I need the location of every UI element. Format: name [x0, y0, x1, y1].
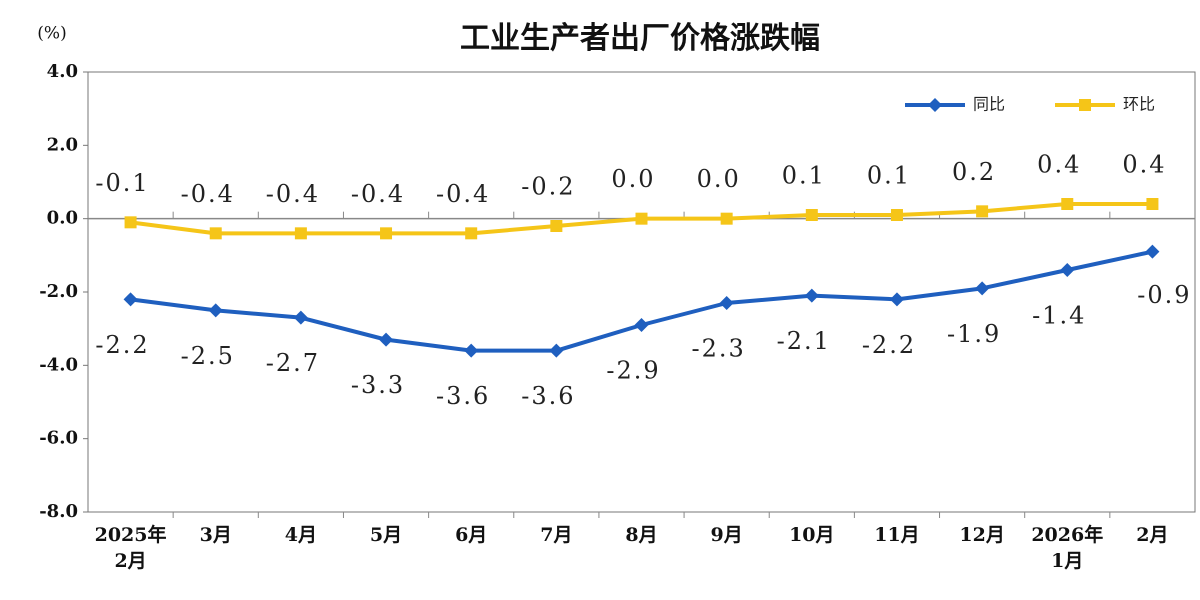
plot-frame [87, 71, 1196, 513]
data-label: -2.2 [95, 331, 149, 359]
data-label: -0.1 [95, 169, 149, 197]
point [209, 227, 222, 240]
legend-label: 同比 [973, 95, 1005, 114]
data-label: -2.3 [692, 335, 746, 363]
point [890, 209, 903, 221]
x-tick-label: 6月 [455, 524, 488, 546]
data-label: -0.4 [181, 180, 235, 208]
legend-label: 环比 [1123, 95, 1155, 114]
data-label: 0.1 [867, 162, 911, 190]
data-label: 0.4 [1122, 151, 1166, 179]
y-tick-label: -8.0 [39, 501, 78, 522]
point [635, 212, 648, 225]
data-label: 0.0 [611, 165, 655, 193]
point [549, 343, 564, 358]
chart-title: 工业生产者出厂价格涨跌幅 [460, 21, 820, 56]
y-tick-label: 0.0 [47, 208, 78, 229]
x-tick-label: 11月 [874, 524, 920, 546]
x-tick-label: 12月 [959, 524, 1005, 546]
y-tick-label: -4.0 [39, 354, 78, 375]
data-label: -2.5 [181, 342, 235, 370]
data-label: -3.3 [351, 371, 405, 399]
data-label: -0.4 [436, 180, 490, 208]
point [379, 332, 394, 347]
y-tick-label: -2.0 [39, 281, 78, 302]
x-tick-label: 2月 [1136, 524, 1169, 546]
point [975, 281, 990, 296]
y-tick-label: -6.0 [39, 428, 78, 449]
point [123, 292, 138, 307]
point [465, 227, 478, 240]
point [380, 227, 393, 240]
y-tick-label: 2.0 [47, 134, 78, 155]
data-label: -0.4 [351, 180, 405, 208]
x-tick-label: 5月 [369, 524, 403, 546]
data-label: -1.4 [1032, 302, 1086, 330]
data-label: 0.0 [697, 165, 741, 193]
point [464, 343, 479, 358]
x-tick-label: 2026年 1月 [1031, 524, 1104, 572]
x-tick-label: 9月 [710, 524, 743, 546]
data-label: -0.4 [266, 180, 320, 208]
data-label: -2.9 [606, 357, 660, 385]
point [804, 288, 819, 303]
point [719, 296, 734, 310]
point [976, 205, 989, 218]
data-label: 0.4 [1037, 151, 1081, 179]
data-label: -3.6 [436, 382, 490, 410]
point [550, 220, 563, 232]
data-label: -0.2 [521, 173, 575, 201]
point [1145, 244, 1160, 259]
legend-marker [1079, 99, 1091, 111]
point [208, 303, 223, 318]
data-label: -3.6 [521, 382, 575, 410]
point [805, 209, 818, 221]
data-label: -0.9 [1137, 281, 1191, 309]
x-tick-label: 3月 [199, 524, 232, 546]
data-label: -2.7 [266, 349, 320, 377]
point [889, 292, 904, 307]
point [1146, 198, 1159, 210]
point [634, 318, 649, 332]
data-label: -2.1 [777, 327, 831, 355]
data-label: 0.1 [782, 162, 826, 190]
point [720, 212, 733, 225]
x-tick-label: 7月 [540, 524, 573, 546]
point [293, 310, 308, 325]
y-unit: (%) [37, 24, 66, 44]
x-tick-label: 4月 [284, 524, 317, 546]
point [1061, 198, 1074, 210]
point [1060, 263, 1075, 277]
point [124, 216, 137, 229]
x-tick-label: 10月 [789, 524, 835, 546]
y-tick-label: 4.0 [47, 61, 78, 82]
x-tick-label: 2025年 2月 [94, 524, 167, 572]
x-tick-label: 8月 [625, 524, 658, 546]
data-label: -2.2 [862, 331, 916, 359]
legend-marker [928, 98, 942, 112]
point [294, 227, 307, 240]
data-label: -1.9 [947, 320, 1001, 348]
data-label: 0.2 [952, 158, 996, 186]
